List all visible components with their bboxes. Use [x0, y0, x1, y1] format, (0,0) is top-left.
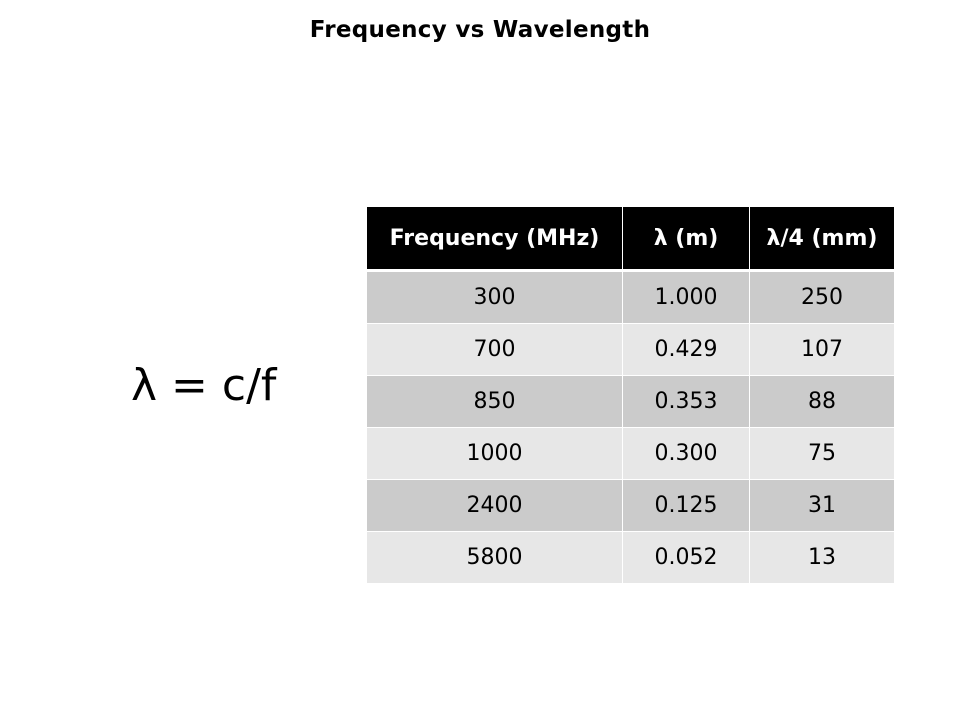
slide-title: Frequency vs Wavelength: [309, 17, 651, 43]
cell-frequency: 5800: [366, 531, 623, 584]
cell-quarter-wavelength: 75: [749, 427, 895, 480]
cell-wavelength: 1.000: [622, 270, 750, 324]
table-row: 700 0.429 107: [366, 323, 895, 376]
table-row: 850 0.353 88: [366, 375, 895, 428]
cell-quarter-wavelength: 13: [749, 531, 895, 584]
header-quarter-wavelength: λ/4 (mm): [749, 206, 895, 272]
cell-quarter-wavelength: 250: [749, 270, 895, 324]
cell-quarter-wavelength: 31: [749, 479, 895, 532]
cell-frequency: 2400: [366, 479, 623, 532]
cell-frequency: 700: [366, 323, 623, 376]
cell-wavelength: 0.125: [622, 479, 750, 532]
header-frequency: Frequency (MHz): [366, 206, 623, 272]
cell-frequency: 300: [366, 270, 623, 324]
cell-frequency: 1000: [366, 427, 623, 480]
cell-wavelength: 0.300: [622, 427, 750, 480]
table-row: 300 1.000 250: [366, 270, 895, 324]
wavelength-formula: λ = c/f: [131, 360, 277, 411]
header-row: Frequency (MHz) λ (m) λ/4 (mm): [366, 206, 895, 272]
cell-wavelength: 0.353: [622, 375, 750, 428]
cell-quarter-wavelength: 88: [749, 375, 895, 428]
table-body: 300 1.000 250 700 0.429 107 850 0.353 88…: [366, 270, 895, 584]
frequency-wavelength-table: Frequency (MHz) λ (m) λ/4 (mm) 300 1.000…: [366, 206, 895, 584]
table-row: 1000 0.300 75: [366, 427, 895, 480]
table-row: 5800 0.052 13: [366, 531, 895, 584]
table-header: Frequency (MHz) λ (m) λ/4 (mm): [366, 206, 895, 272]
table-row: 2400 0.125 31: [366, 479, 895, 532]
cell-quarter-wavelength: 107: [749, 323, 895, 376]
cell-wavelength: 0.429: [622, 323, 750, 376]
cell-wavelength: 0.052: [622, 531, 750, 584]
header-wavelength: λ (m): [622, 206, 750, 272]
cell-frequency: 850: [366, 375, 623, 428]
